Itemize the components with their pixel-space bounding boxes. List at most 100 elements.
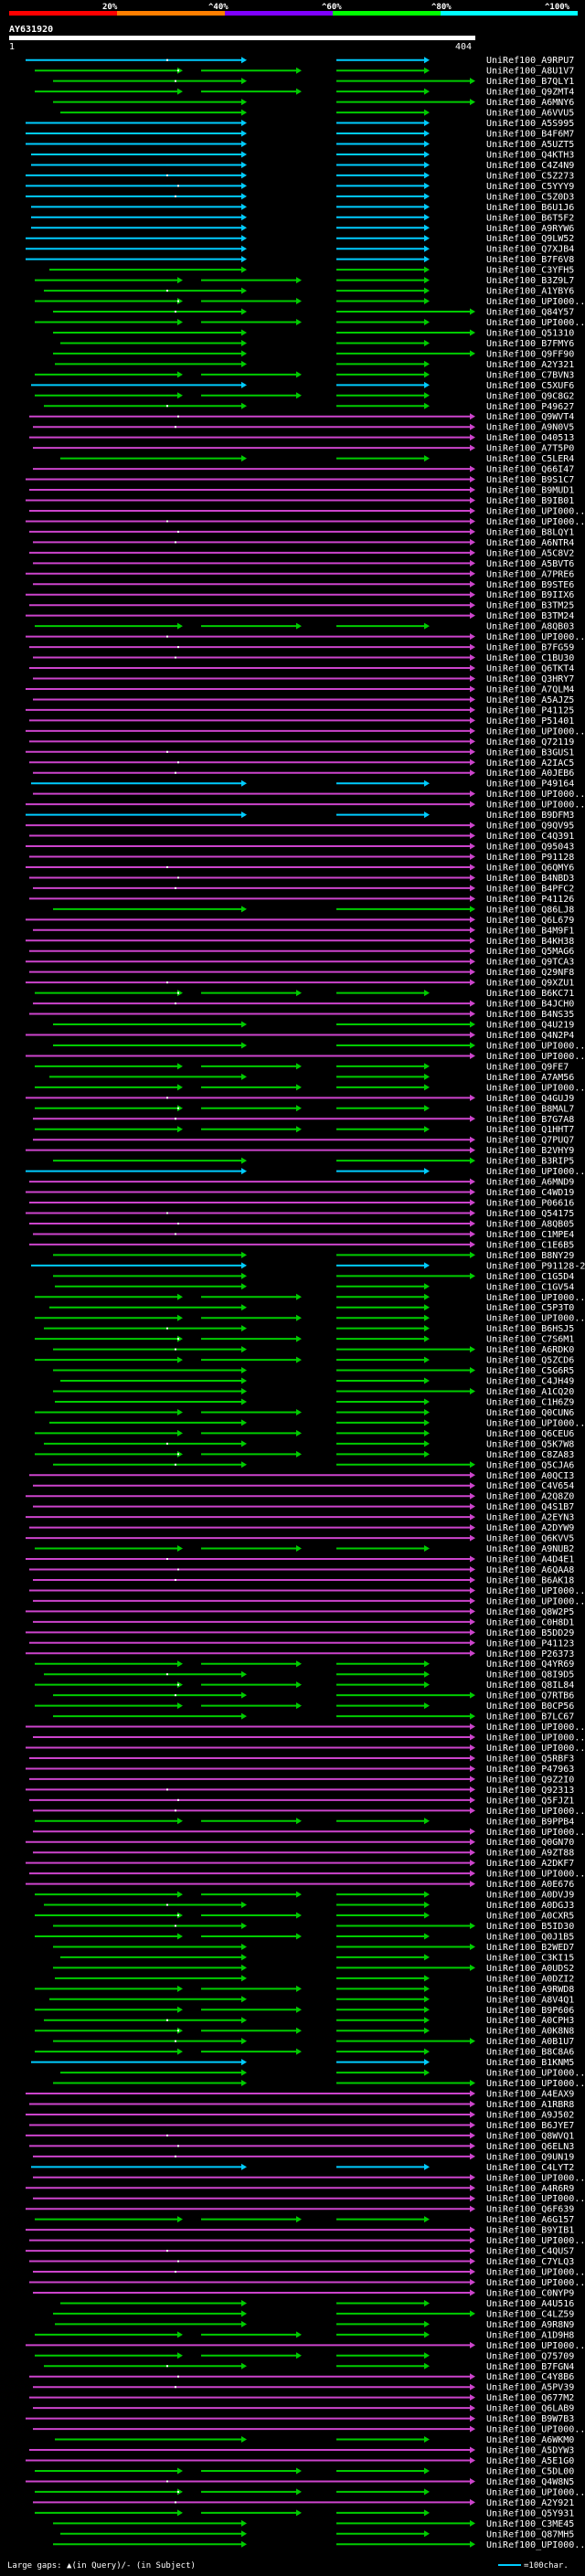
hit-arrowhead: [424, 298, 430, 305]
hit-arrowhead: [424, 1126, 430, 1133]
hit-arrowhead: [241, 1923, 247, 1929]
hit-arrowhead: [424, 2488, 430, 2496]
hit-arrowhead: [241, 2163, 247, 2170]
hit-label: UniRef100_Q6L679: [486, 916, 574, 926]
hit-row: UniRef100_A0DZI2: [55, 1974, 574, 1984]
hit-label: UniRef100_B4M9F1: [486, 926, 574, 936]
gap-marker: [175, 2271, 176, 2274]
hit-arrowhead: [470, 800, 475, 808]
hit-arrowhead: [241, 1283, 247, 1290]
gap-marker: [175, 656, 176, 659]
hit-row: UniRef100_A4R6R9: [26, 2184, 574, 2194]
hit-arrowhead: [470, 1241, 475, 1248]
hit-label: UniRef100_UPI000...: [486, 297, 585, 307]
hit-arrowhead: [470, 2247, 475, 2254]
hit-label: UniRef100_C5YYY9: [486, 182, 574, 192]
gap-marker: [177, 530, 179, 533]
gaps-legend: Large gaps: ▲(in Query)/- (in Subject): [7, 2561, 196, 2571]
hit-label: UniRef100_P49164: [486, 779, 574, 790]
hit-arrowhead: [241, 182, 247, 189]
hit-label: UniRef100_Q51310: [486, 328, 574, 338]
hit-row: UniRef100_UPI000...: [26, 1744, 585, 1754]
hit-arrowhead: [470, 2394, 475, 2401]
hit-arrowhead: [177, 67, 183, 74]
hit-row: UniRef100_UPI000...: [53, 1041, 585, 1051]
hit-arrowhead: [241, 214, 247, 221]
scale-segment-green: [333, 11, 441, 16]
hit-label: UniRef100_Q9UN19: [486, 2152, 574, 2162]
hit-row: UniRef100_Q9Z2I0: [29, 1775, 574, 1785]
hit-arrowhead: [470, 937, 475, 944]
hit-row: UniRef100_C7S6M1: [35, 1335, 574, 1345]
hit-arrowhead: [470, 2226, 475, 2233]
hit-label: UniRef100_B3TM25: [486, 601, 574, 611]
hit-arrowhead: [177, 1293, 183, 1300]
hit-row: UniRef100_UPI000...: [33, 790, 585, 800]
hit-row: UniRef100_A5C8V2: [29, 548, 574, 558]
hit-arrowhead: [470, 444, 475, 451]
hit-row: UniRef100_A8QB05: [29, 1219, 574, 1229]
hit-arrowhead: [424, 319, 430, 325]
hit-row: UniRef100_P41126: [29, 895, 574, 905]
hit-arrowhead: [296, 1891, 302, 1898]
hit-arrowhead: [296, 1084, 302, 1091]
hit-arrowhead: [296, 1985, 302, 1992]
hit-label: UniRef100_P41125: [486, 705, 574, 716]
hit-row: UniRef100_C4Y8B6: [29, 2372, 574, 2382]
hit-arrowhead: [470, 758, 475, 766]
hit-arrowhead: [177, 2048, 183, 2055]
hit-arrowhead: [470, 2268, 475, 2275]
hit-arrowhead: [470, 685, 475, 693]
hit-label: UniRef100_Q6ELN3: [486, 2142, 574, 2152]
hit-row: UniRef100_B4NBD3: [29, 874, 574, 884]
hit-label: UniRef100_B2VHY9: [486, 1146, 574, 1156]
hit-arrowhead: [241, 193, 247, 200]
hit-row: UniRef100_B8MAL7: [35, 1104, 574, 1114]
hit-row: UniRef100_A0CXR5: [35, 1912, 574, 1922]
hit-arrowhead: [470, 2383, 475, 2390]
hit-arrowhead: [424, 1450, 430, 1458]
hit-row: UniRef100_B6AK18: [33, 1575, 574, 1585]
hit-arrowhead: [470, 486, 475, 493]
hit-arrowhead: [470, 601, 475, 609]
hit-arrowhead: [424, 224, 430, 231]
hit-arrowhead: [241, 2362, 247, 2369]
hit-arrowhead: [296, 319, 302, 325]
hit-row: UniRef100_A5AJZ5: [33, 695, 574, 705]
hit-row: UniRef100_P51401: [29, 716, 574, 726]
hit-arrowhead: [424, 1168, 430, 1175]
hit-arrowhead: [177, 277, 183, 284]
hit-arrowhead: [241, 1712, 247, 1720]
hit-row: UniRef100_A8QB03: [35, 622, 574, 632]
hit-arrowhead: [296, 2488, 302, 2496]
hit-label: UniRef100_C0NYP9: [486, 2288, 574, 2298]
hit-label: UniRef100_A9R8N9: [486, 2320, 574, 2330]
hit-row: UniRef100_A7AM56: [49, 1073, 574, 1083]
hit-row: UniRef100_C4V654: [33, 1481, 574, 1491]
hit-row: UniRef100_A9N0V5: [33, 423, 574, 433]
hit-label: UniRef100_P91128: [486, 853, 574, 863]
hit-label: UniRef100_C4LYT2: [486, 2163, 574, 2173]
hit-arrowhead: [296, 2331, 302, 2338]
hit-row: UniRef100_C5XUF6: [31, 381, 574, 391]
hit-label: UniRef100_B7FG59: [486, 643, 574, 653]
hit-label: UniRef100_B7G7A8: [486, 1115, 574, 1125]
hit-row: UniRef100_B2WED7: [53, 1943, 574, 1953]
hit-label: UniRef100_C7BVN3: [486, 370, 574, 380]
hit-row: UniRef100_A5PV39: [33, 2383, 574, 2393]
hit-row: UniRef100_A5E1G0: [26, 2456, 574, 2466]
hit-arrowhead: [241, 2069, 247, 2076]
hit-label: UniRef100_A9RWD8: [486, 1985, 574, 1995]
hit-arrowhead: [424, 2362, 430, 2369]
hit-arrowhead: [424, 130, 430, 137]
hit-label: UniRef100_A5C8V2: [486, 548, 574, 558]
hit-arrowhead: [470, 1733, 475, 1741]
hit-label: UniRef100_B4F6M7: [486, 130, 574, 140]
hit-row: UniRef100_A6QAA8: [29, 1565, 574, 1575]
hit-label: UniRef100_Q86LJ8: [486, 905, 574, 915]
hit-arrowhead: [470, 832, 475, 840]
hit-row: UniRef100_Q5FJZ1: [29, 1796, 574, 1806]
hit-label: UniRef100_A0K8N8: [486, 2027, 574, 2037]
hit-row: UniRef100_UPI000...: [29, 2278, 585, 2288]
hit-arrowhead: [470, 2540, 475, 2548]
